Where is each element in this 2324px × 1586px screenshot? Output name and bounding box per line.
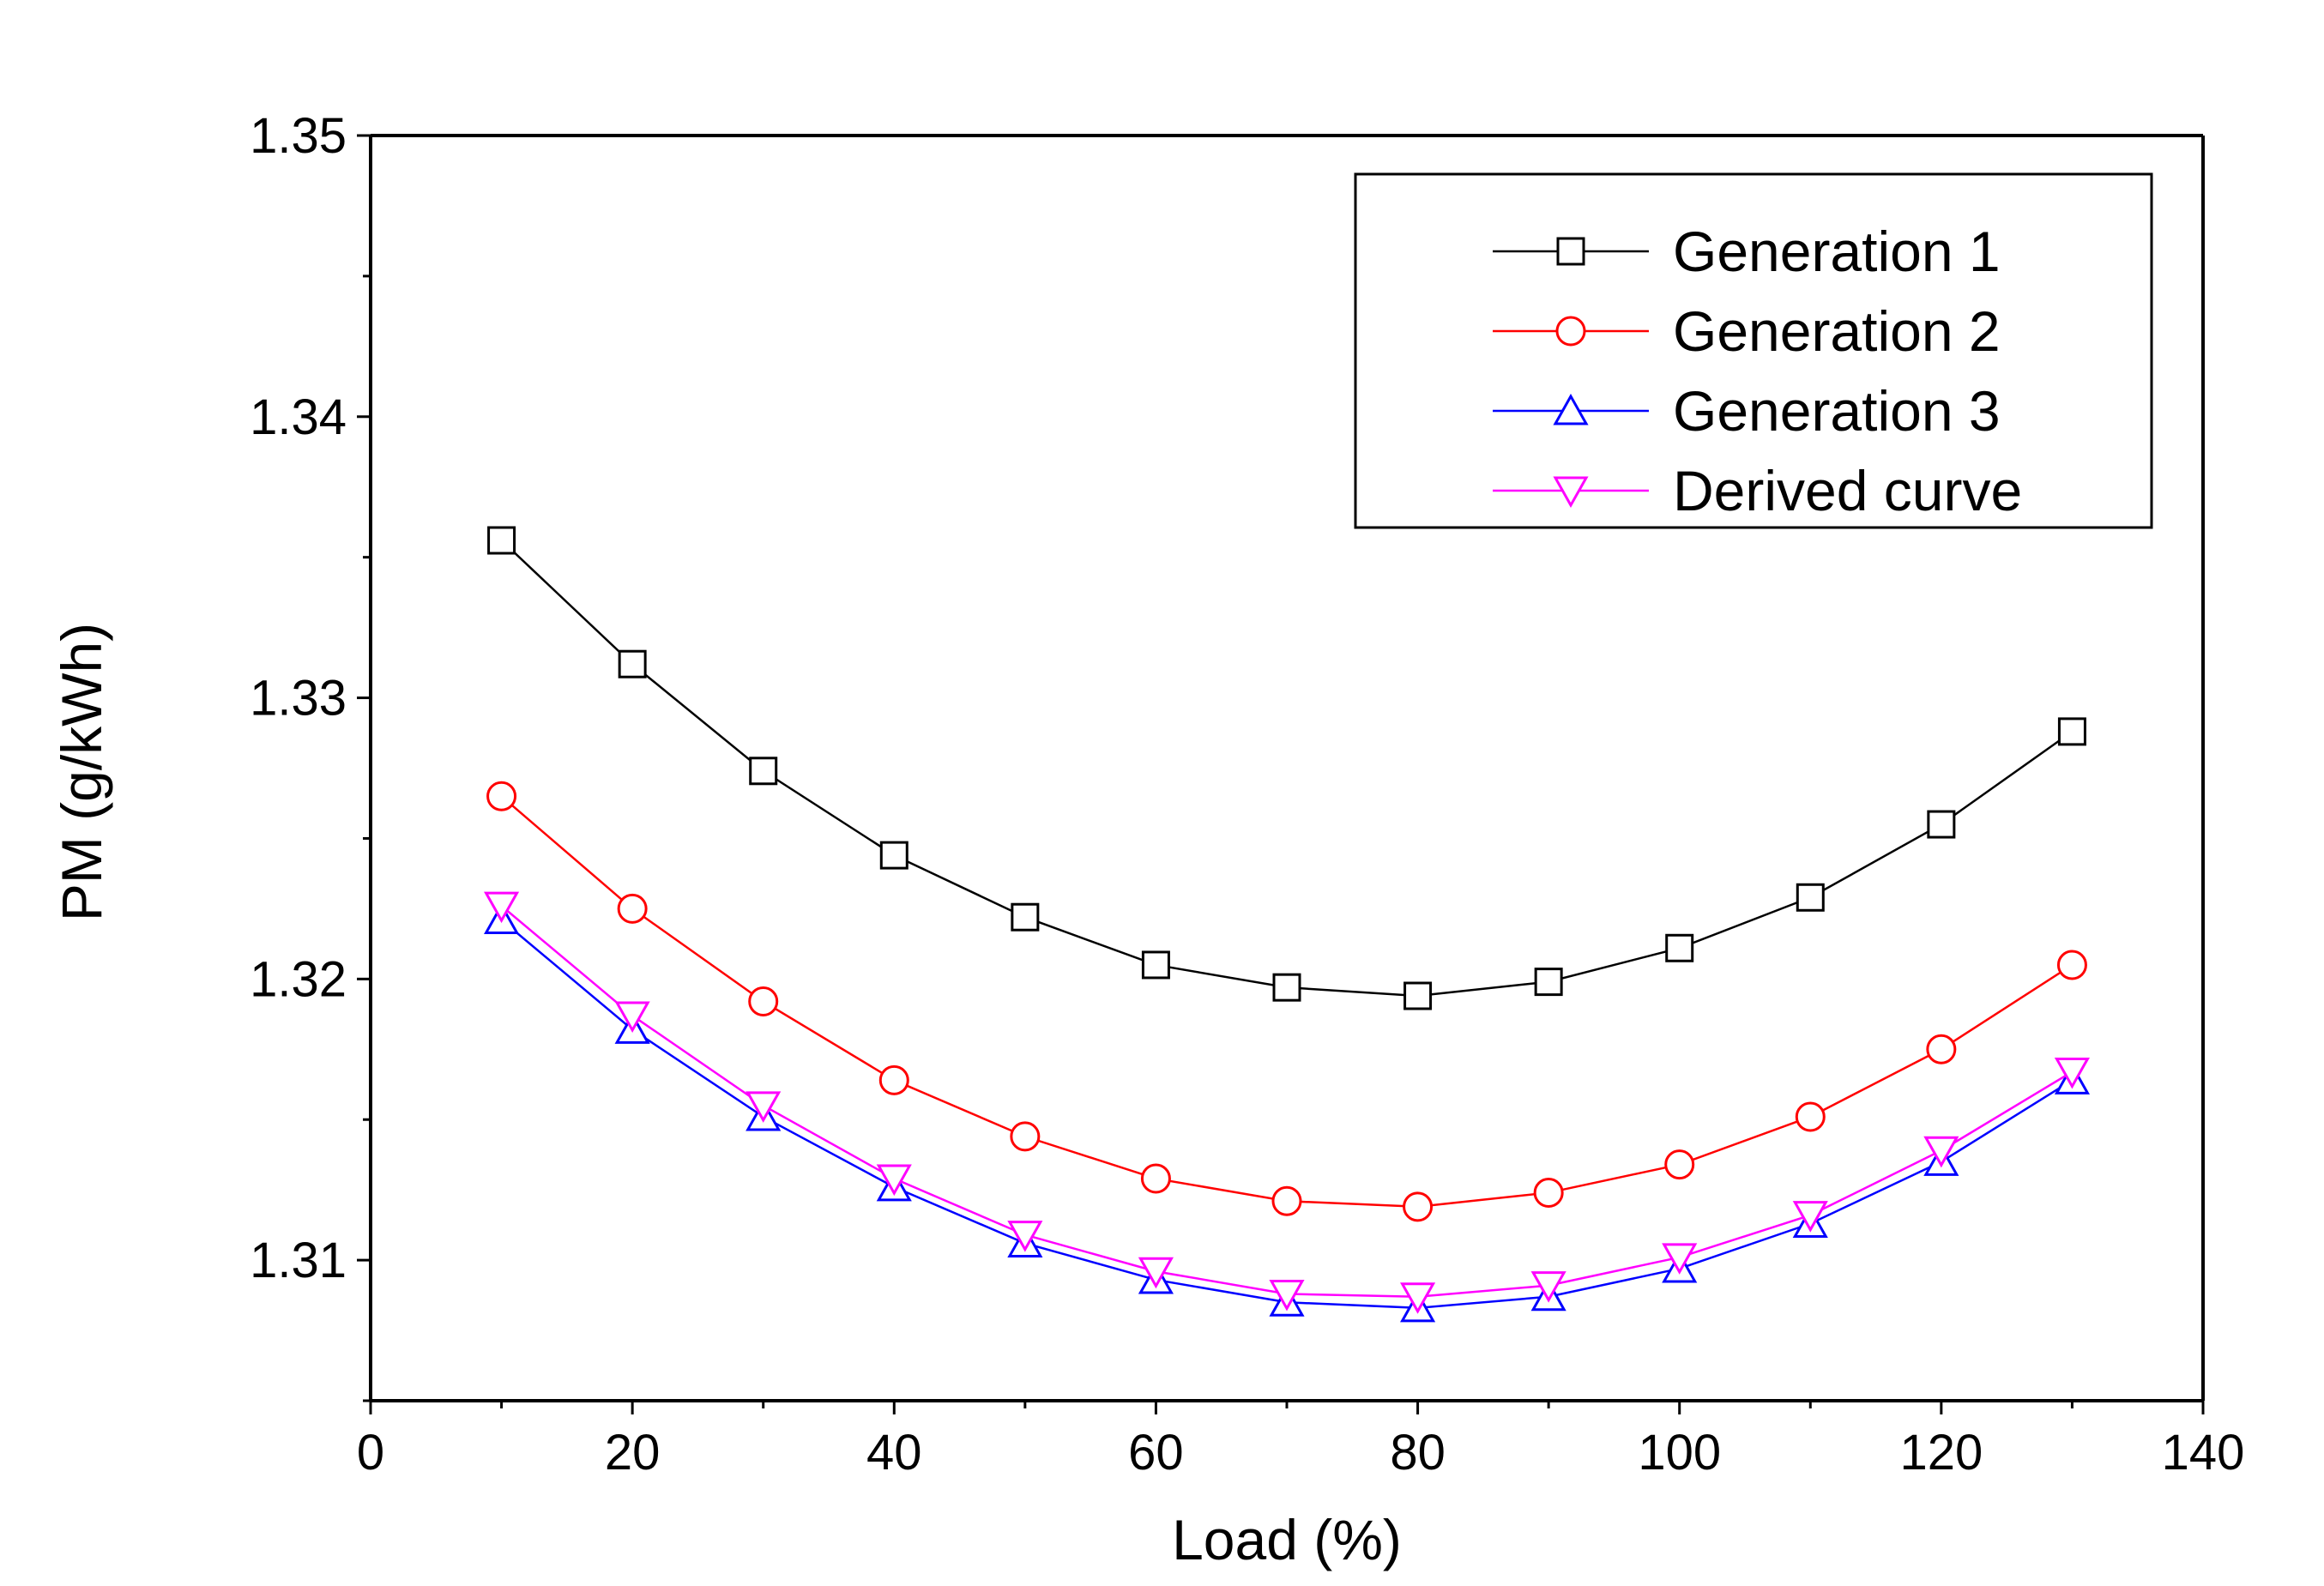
data-point (2054, 1058, 2090, 1089)
x-tick-label: 80 (1390, 1425, 1446, 1480)
x-tick-label: 60 (1128, 1425, 1184, 1480)
data-point (1927, 810, 1956, 839)
legend-marker (1553, 393, 1589, 425)
data-point (484, 891, 520, 924)
x-axis-title: Load (%) (1172, 1508, 1402, 1571)
data-point (879, 841, 908, 870)
x-tick-label: 40 (866, 1425, 922, 1480)
data-point (1796, 883, 1825, 912)
data-point (749, 757, 778, 786)
y-tick-label: 1.34 (250, 389, 347, 445)
y-tick-label: 1.35 (250, 108, 347, 164)
y-tick-label: 1.32 (250, 951, 347, 1007)
data-point (1795, 1101, 1826, 1132)
data-point (876, 1164, 912, 1197)
data-point (1007, 1221, 1043, 1252)
legend-label: Generation 2 (1673, 299, 2001, 363)
data-point (1403, 1191, 1434, 1222)
data-point (878, 1064, 909, 1095)
x-tick-label: 0 (357, 1425, 384, 1480)
y-axis-title: PM (g/kWh) (50, 623, 113, 921)
legend-entry: Generation 2 (1493, 299, 2001, 363)
data-point (1138, 1257, 1174, 1289)
legend-marker (1556, 237, 1585, 266)
series-4 (484, 891, 2090, 1314)
x-tick-label: 100 (1638, 1425, 1721, 1480)
data-series (484, 526, 2090, 1323)
data-point (1530, 1271, 1566, 1303)
data-point (1665, 933, 1694, 962)
data-point (1923, 1136, 1959, 1168)
data-point (1010, 1121, 1041, 1152)
legend-marker (1553, 476, 1589, 509)
legend: Generation 1 Generation 2 Generation 3 Deri… (1354, 172, 2153, 529)
data-point (1141, 950, 1170, 980)
data-point (748, 986, 779, 1017)
data-point (614, 1001, 650, 1034)
data-point (1534, 968, 1563, 997)
data-point (486, 781, 517, 811)
data-point (1533, 1177, 1564, 1208)
data-point (618, 649, 647, 678)
x-tick-label: 20 (605, 1425, 661, 1480)
data-point (1926, 1034, 1957, 1064)
data-point (1403, 981, 1433, 1010)
series-2 (486, 781, 2087, 1222)
data-point (1400, 1282, 1436, 1314)
legend-box (1354, 172, 2153, 529)
data-point (1272, 973, 1301, 1002)
data-point (1664, 1149, 1695, 1180)
data-point (617, 893, 648, 924)
legend-label: Generation 1 (1673, 220, 2001, 283)
legend-entry: Generation 1 (1493, 220, 2001, 283)
data-point (745, 1091, 782, 1123)
data-point (2057, 717, 2086, 746)
y-tick-label: 1.31 (250, 1233, 347, 1288)
y-tick-label: 1.33 (250, 671, 347, 727)
data-point (1662, 1243, 1698, 1275)
data-point (1269, 1279, 1305, 1312)
legend-label: Derived curve (1673, 459, 2022, 522)
axis-ticks: 0 20 40 60 80 100 120 140 1.31 1.32 1.33 1.34 1.35 (250, 108, 2244, 1480)
legend-entry: Derived curve (1493, 459, 2022, 522)
x-tick-label: 140 (2162, 1425, 2245, 1480)
legend-marker (1555, 316, 1586, 347)
data-point (1011, 902, 1040, 932)
legend-label: Generation 3 (1673, 379, 2001, 443)
series-1 (487, 526, 2086, 1010)
data-point (2056, 950, 2087, 980)
x-tick-label: 120 (1899, 1425, 1983, 1480)
legend-entry: Generation 3 (1493, 379, 2001, 443)
data-point (1792, 1201, 1828, 1233)
data-point (1140, 1163, 1171, 1194)
data-point (487, 526, 516, 555)
data-point (1271, 1185, 1302, 1216)
